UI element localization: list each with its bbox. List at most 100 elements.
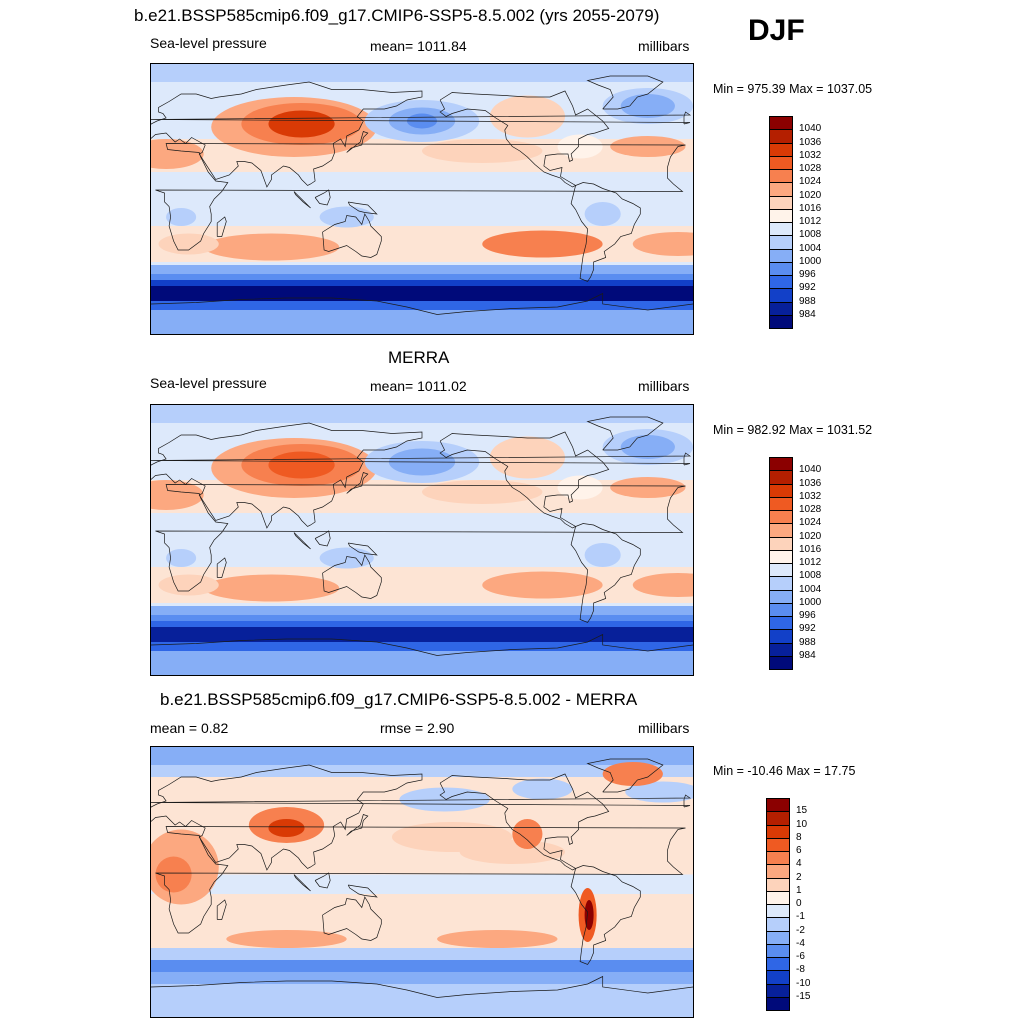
colorbar-swatch [769,155,793,170]
coastline [346,472,369,494]
pressure-band [151,627,693,642]
colorbar-tick-label: 1024 [799,517,822,529]
colorbar-tick-label: 8 [796,831,802,843]
coastline [586,758,664,793]
panel-3-units: millibars [638,720,690,736]
colorbar-tick-label: -2 [796,924,805,936]
coastline [293,532,311,550]
colorbar-swatch [766,930,790,945]
pressure-cell [459,840,566,864]
coastline [439,773,610,871]
pressure-band [151,960,693,972]
pressure-band [151,301,693,310]
colorbar-tick-label: 996 [799,610,816,621]
colorbar-tick-label: 1004 [799,242,822,254]
colorbar-swatch [769,261,793,276]
coastline [314,530,331,547]
coastline [216,899,227,920]
colorbar-swatch [769,116,793,131]
colorbar-tick-label: 1016 [799,543,822,555]
pressure-band [151,615,693,624]
pressure-cell [319,547,374,569]
pressure-band [151,274,693,283]
colorbar-tick-label: -15 [796,990,811,1002]
pressure-cell [512,778,573,800]
pressure-cell [482,230,603,258]
season-label: DJF [748,14,805,47]
colorbar-swatch [769,642,793,657]
pressure-band [151,310,693,334]
colorbar-tick-label: 1024 [799,176,822,188]
colorbar-swatch [769,182,793,197]
pressure-band [151,651,693,675]
pressure-band [151,64,693,82]
pressure-cell [620,94,675,118]
colorbar-swatch [766,917,790,932]
panel-3-colorbar: 15 10 8 6 4 2 1 0 -1 -2 -4 -6 -8 -10 -15 [766,798,846,1011]
coastline [439,90,610,188]
colorbar-tick-label: 1000 [799,596,822,608]
pressure-band [151,948,693,960]
pressure-cell [158,574,219,596]
panel-1-units: millibars [638,38,690,54]
pressure-cell [151,139,204,169]
coastline [347,201,378,215]
coastline [347,542,378,556]
colorbar-swatch [769,235,793,250]
colorbar-tick-label: 1012 [799,216,822,227]
colorbar-tick-label: 1012 [799,557,822,568]
colorbar-tick-label: 1008 [799,229,822,241]
coastline [151,452,692,466]
coastline [151,111,692,125]
colorbar-swatch [769,457,793,472]
pressure-cell [422,139,543,163]
colorbar-swatch [766,811,790,826]
colorbar-tick-label: 1032 [799,490,822,502]
panel-3-map [150,746,694,1018]
colorbar-tick-label: 1020 [799,530,822,542]
pressure-cell [584,202,621,226]
pressure-band [151,642,693,651]
colorbar-tick-label: 4 [796,858,802,870]
colorbar-swatch [769,301,793,316]
colorbar-swatch [769,142,793,157]
colorbar-tick-label: 1040 [799,464,822,476]
colorbar-swatch [769,208,793,223]
colorbar-swatch [769,314,793,329]
colorbar-tick-label: 0 [796,898,802,909]
coastline [586,75,664,110]
colorbar-swatch [769,169,793,184]
colorbar-swatch [769,275,793,290]
colorbar-swatch [766,957,790,972]
pressure-cell [203,233,340,261]
coastline [314,872,331,889]
pressure-band [151,621,693,630]
coastline [346,814,369,836]
panel-1-title: b.e21.BSSP585cmip6.f09_g17.CMIP6-SSP5-8.… [134,6,660,25]
colorbar-tick-label: 1036 [799,477,822,489]
coastline [155,826,686,934]
colorbar-tick-label: -6 [796,951,805,962]
panel-3-rmse: rmse = 2.90 [380,720,455,736]
panel-2-colorbar: 1040 1036 1032 1028 1024 1020 1016 1012 1008 1004… [769,457,849,670]
pressure-cell [268,451,335,479]
pressure-cell [158,233,219,255]
colorbar-swatch [769,496,793,511]
pressure-band [151,747,693,765]
colorbar-tick-label: 15 [796,805,808,817]
coastline [155,484,686,592]
colorbar-tick-label: 10 [796,818,808,830]
panel-2-map [150,404,694,676]
colorbar-tick-label: 1036 [799,136,822,148]
colorbar-tick-label: 988 [799,636,816,648]
colorbar-tick-label: 1040 [799,123,822,135]
colorbar-tick-label: 1028 [799,504,822,515]
colorbar-swatch [769,655,793,670]
panel-1-colorbar: 1040 1036 1032 1028 1024 1020 1016 1012 1008 1004… [769,116,849,329]
coastline [322,896,382,941]
colorbar-swatch [766,877,790,892]
colorbar-tick-label: 1004 [799,583,822,595]
panel-1-minmax: Min = 975.39 Max = 1037.05 [713,82,873,96]
panel-1-map [150,63,694,335]
pressure-cell [632,232,693,256]
